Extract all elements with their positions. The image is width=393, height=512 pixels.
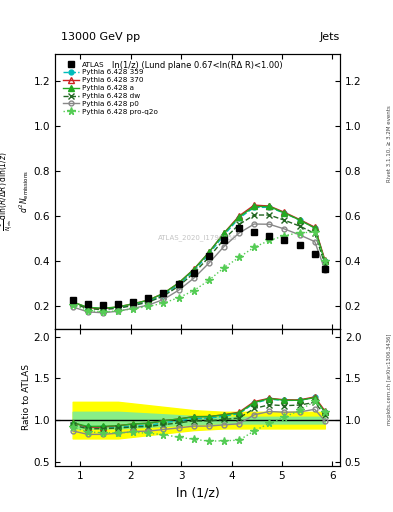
Text: Rivet 3.1.10, ≥ 3.2M events: Rivet 3.1.10, ≥ 3.2M events [387,105,392,182]
Text: 13000 GeV pp: 13000 GeV pp [61,32,140,42]
Text: Jets: Jets [320,32,340,42]
Text: ln(1/z) (Lund plane 0.67<ln(RΔ R)<1.00): ln(1/z) (Lund plane 0.67<ln(RΔ R)<1.00) [112,60,283,70]
Y-axis label: Ratio to ATLAS: Ratio to ATLAS [22,364,31,430]
Legend: ATLAS, Pythia 6.428 359, Pythia 6.428 370, Pythia 6.428 a, Pythia 6.428 dw, Pyth: ATLAS, Pythia 6.428 359, Pythia 6.428 37… [61,60,159,116]
Y-axis label: $\frac{1}{N_\mathrm{jets}}\mathrm{d}\ln(R/\Delta R)\,\mathrm{d}\ln(1/z)$
$d^2 N_: $\frac{1}{N_\mathrm{jets}}\mathrm{d}\ln(… [0,151,31,231]
Text: mcplots.cern.ch [arXiv:1306.3436]: mcplots.cern.ch [arXiv:1306.3436] [387,333,392,424]
Text: ATLAS_2020_I1790256: ATLAS_2020_I1790256 [158,234,237,241]
X-axis label: ln (1/z): ln (1/z) [176,486,219,499]
